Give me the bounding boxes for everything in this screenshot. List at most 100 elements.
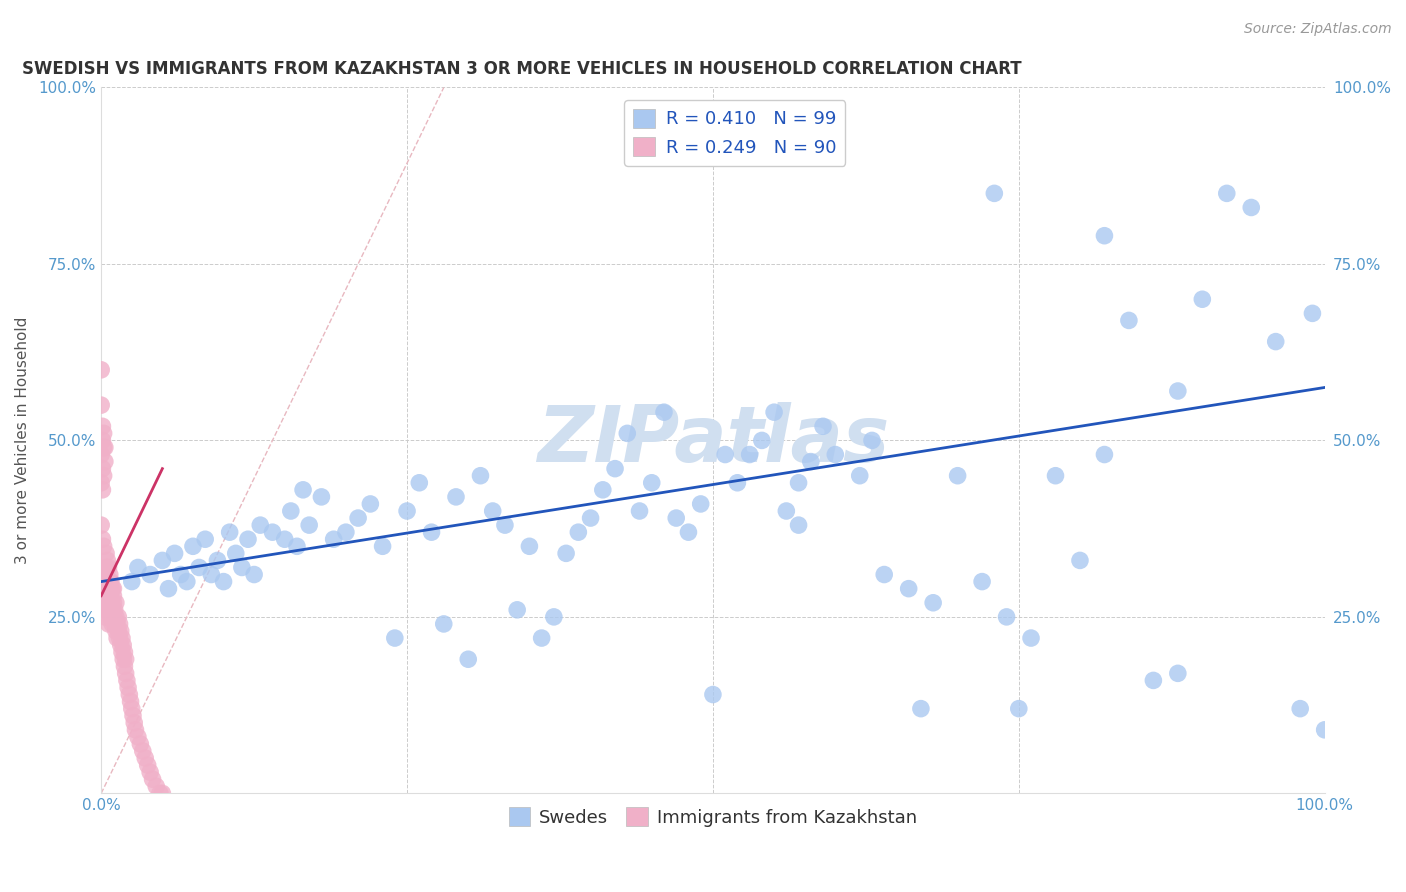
Point	[800, 454, 823, 468]
Point	[274, 533, 297, 547]
Point	[114, 645, 136, 659]
Point	[104, 616, 127, 631]
Point	[194, 533, 217, 547]
Point	[860, 434, 883, 448]
Point	[94, 560, 117, 574]
Point	[262, 525, 284, 540]
Point	[1289, 701, 1312, 715]
Point	[93, 574, 115, 589]
Point	[188, 560, 211, 574]
Point	[408, 475, 430, 490]
Point	[181, 539, 204, 553]
Point	[176, 574, 198, 589]
Point	[1008, 701, 1031, 715]
Point	[91, 582, 114, 596]
Point	[101, 616, 124, 631]
Point	[98, 574, 121, 589]
Text: ZIPatlas: ZIPatlas	[537, 402, 889, 478]
Point	[150, 553, 173, 567]
Point	[108, 631, 131, 645]
Point	[543, 610, 565, 624]
Point	[97, 596, 120, 610]
Point	[91, 434, 114, 448]
Point	[444, 490, 467, 504]
Point	[506, 603, 529, 617]
Point	[98, 603, 121, 617]
Point	[96, 574, 118, 589]
Point	[91, 533, 114, 547]
Point	[1094, 448, 1116, 462]
Point	[298, 518, 321, 533]
Point	[897, 582, 920, 596]
Point	[384, 631, 406, 645]
Point	[136, 758, 159, 772]
Point	[91, 596, 114, 610]
Point	[96, 553, 118, 567]
Point	[111, 645, 134, 659]
Point	[249, 518, 271, 533]
Point	[212, 574, 235, 589]
Point	[94, 546, 117, 560]
Point	[922, 596, 945, 610]
Point	[1019, 631, 1042, 645]
Point	[94, 582, 117, 596]
Point	[702, 688, 724, 702]
Point	[1045, 468, 1067, 483]
Point	[108, 616, 131, 631]
Point	[94, 596, 117, 610]
Point	[579, 511, 602, 525]
Point	[292, 483, 315, 497]
Point	[121, 701, 143, 715]
Point	[1118, 313, 1140, 327]
Point	[90, 518, 112, 533]
Point	[94, 610, 117, 624]
Point	[90, 448, 112, 462]
Point	[104, 624, 127, 638]
Point	[811, 419, 834, 434]
Point	[97, 616, 120, 631]
Point	[111, 631, 134, 645]
Point	[995, 610, 1018, 624]
Text: SWEDISH VS IMMIGRANTS FROM KAZAKHSTAN 3 OR MORE VEHICLES IN HOUSEHOLD CORRELATIO: SWEDISH VS IMMIGRANTS FROM KAZAKHSTAN 3 …	[21, 60, 1021, 78]
Point	[103, 596, 125, 610]
Point	[678, 525, 700, 540]
Point	[139, 567, 162, 582]
Point	[98, 567, 121, 582]
Point	[142, 772, 165, 787]
Point	[1142, 673, 1164, 688]
Point	[100, 596, 122, 610]
Point	[93, 603, 115, 617]
Point	[91, 461, 114, 475]
Point	[1240, 201, 1263, 215]
Point	[420, 525, 443, 540]
Point	[101, 582, 124, 596]
Point	[763, 405, 786, 419]
Point	[150, 786, 173, 800]
Point	[90, 475, 112, 490]
Point	[457, 652, 479, 666]
Point	[738, 129, 761, 144]
Point	[170, 567, 193, 582]
Y-axis label: 3 or more Vehicles in Household: 3 or more Vehicles in Household	[15, 317, 30, 564]
Point	[122, 715, 145, 730]
Point	[115, 673, 138, 688]
Point	[530, 631, 553, 645]
Point	[311, 490, 333, 504]
Point	[322, 533, 344, 547]
Point	[93, 468, 115, 483]
Point	[725, 475, 748, 490]
Point	[775, 504, 797, 518]
Point	[157, 582, 180, 596]
Point	[112, 652, 135, 666]
Point	[94, 589, 117, 603]
Point	[129, 737, 152, 751]
Point	[225, 546, 247, 560]
Point	[628, 504, 651, 518]
Point	[94, 454, 117, 468]
Point	[97, 560, 120, 574]
Point	[114, 666, 136, 681]
Point	[120, 695, 142, 709]
Point	[103, 589, 125, 603]
Point	[519, 539, 541, 553]
Point	[96, 589, 118, 603]
